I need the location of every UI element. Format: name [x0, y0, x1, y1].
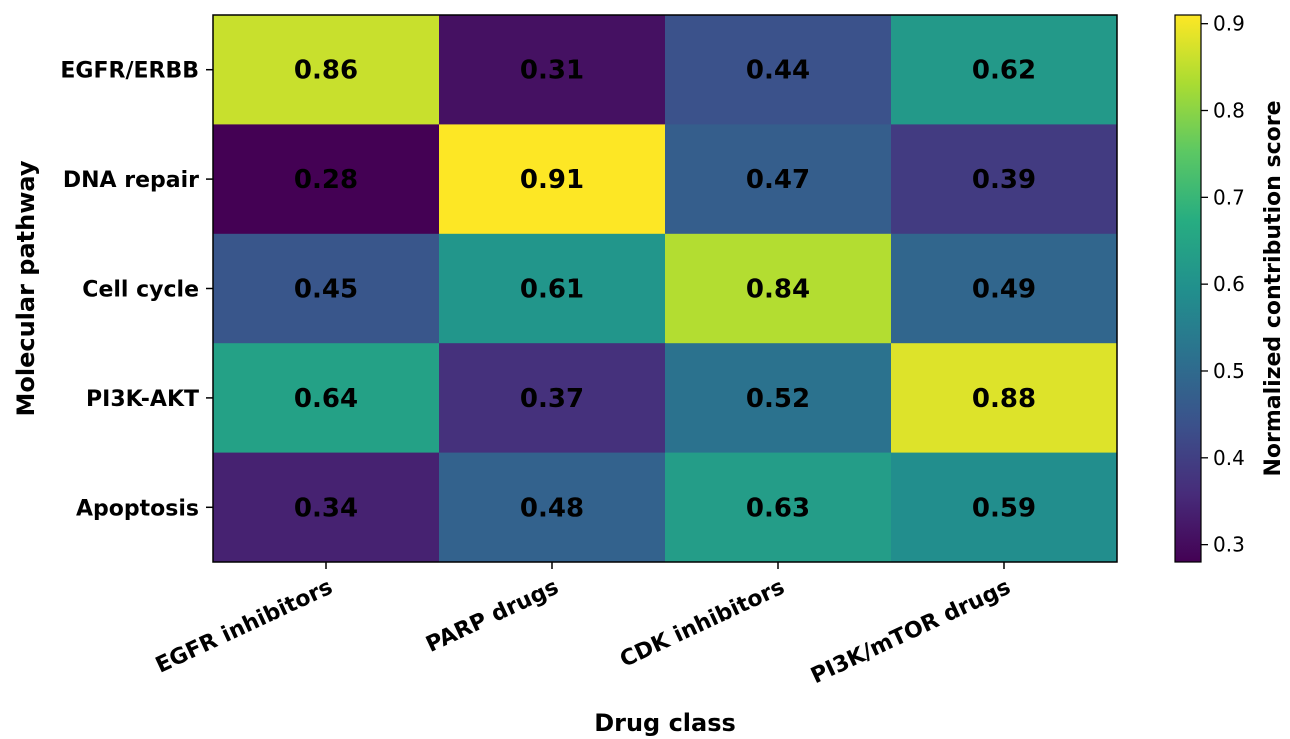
cell-value-label: 0.64	[294, 384, 358, 414]
colorbar-tick-label: 0.5	[1213, 359, 1245, 383]
heatmap-cell	[891, 343, 1118, 454]
cell-value-label: 0.52	[746, 384, 810, 414]
heatmap-cell	[665, 343, 892, 454]
colorbar	[1174, 14, 1202, 563]
heatmap-cell	[213, 124, 440, 235]
cell-value-label: 0.34	[294, 493, 358, 523]
heatmap-cell	[439, 233, 666, 344]
colorbar-tick-label: 0.6	[1213, 272, 1245, 296]
colorbar-tick-label: 0.4	[1213, 446, 1245, 470]
heatmap-cell	[665, 124, 892, 235]
x-axis-title: Drug class	[594, 709, 736, 737]
colorbar-tick-label: 0.8	[1213, 99, 1245, 123]
heatmap-cell	[439, 452, 666, 563]
cell-value-label: 0.61	[520, 275, 584, 305]
x-tick-label: PI3K/mTOR drugs	[807, 575, 1014, 689]
heatmap-cell	[213, 15, 440, 125]
heatmap-cells: 0.86 0.31 0.44 0.62 0.28 0.91 0.47 0.39 0.45 0.61…	[213, 15, 1118, 563]
cell-value-label: 0.84	[746, 275, 810, 305]
heatmap-cell	[665, 15, 892, 125]
heatmap-cell	[665, 233, 892, 344]
colorbar-tick-label: 0.3	[1213, 533, 1245, 557]
y-tick-label: EGFR/ERBB	[60, 59, 199, 84]
y-tick-label: DNA repair	[63, 168, 199, 193]
x-tick-label: EGFR inhibitors	[152, 575, 337, 679]
heatmap-cell	[439, 124, 666, 235]
cell-value-label: 0.31	[520, 56, 584, 86]
y-tick-labels: EGFR/ERBB DNA repair Cell cycle PI3K-AKT Apo…	[60, 59, 213, 521]
cell-value-label: 0.88	[972, 384, 1036, 414]
y-tick-label: Apoptosis	[76, 496, 199, 521]
y-axis-title: Molecular pathway	[12, 160, 40, 416]
heatmap-cell	[213, 343, 440, 454]
cell-value-label: 0.37	[520, 384, 584, 414]
cell-value-label: 0.39	[972, 165, 1036, 195]
cell-value-label: 0.59	[972, 493, 1036, 523]
colorbar-tick-label: 0.7	[1213, 185, 1245, 209]
cell-value-label: 0.44	[746, 56, 810, 86]
cell-value-label: 0.47	[746, 165, 810, 195]
cell-value-label: 0.49	[972, 275, 1036, 305]
colorbar-tick-label: 0.9	[1213, 12, 1245, 36]
cell-value-label: 0.91	[520, 165, 584, 195]
cell-value-label: 0.28	[294, 165, 358, 195]
cell-value-label: 0.45	[294, 275, 358, 305]
cell-value-label: 0.62	[972, 56, 1036, 86]
cell-value-label: 0.86	[294, 56, 358, 86]
x-tick-labels: EGFR inhibitors PARP drugs CDK inhibitors P…	[152, 562, 1015, 689]
cell-value-label: 0.63	[746, 493, 810, 523]
cell-value-label: 0.48	[520, 493, 584, 523]
heatmap-cell	[213, 452, 440, 563]
heatmap-cell	[213, 233, 440, 344]
colorbar-ticks: 0.3 0.4 0.5 0.6 0.7 0.8 0.9	[1201, 12, 1245, 557]
heatmap-cell	[891, 15, 1118, 125]
x-tick-label: CDK inhibitors	[616, 575, 788, 673]
heatmap-cell	[891, 124, 1118, 235]
heatmap-cell	[665, 452, 892, 563]
heatmap-cell	[439, 343, 666, 454]
y-tick-label: Cell cycle	[82, 278, 199, 303]
heatmap-cell	[891, 233, 1118, 344]
heatmap-cell	[891, 452, 1118, 563]
y-tick-label: PI3K-AKT	[86, 387, 199, 412]
heatmap-cell	[439, 15, 666, 125]
x-tick-label: PARP drugs	[422, 575, 562, 658]
colorbar-title: Normalized contribution score	[1261, 100, 1286, 476]
